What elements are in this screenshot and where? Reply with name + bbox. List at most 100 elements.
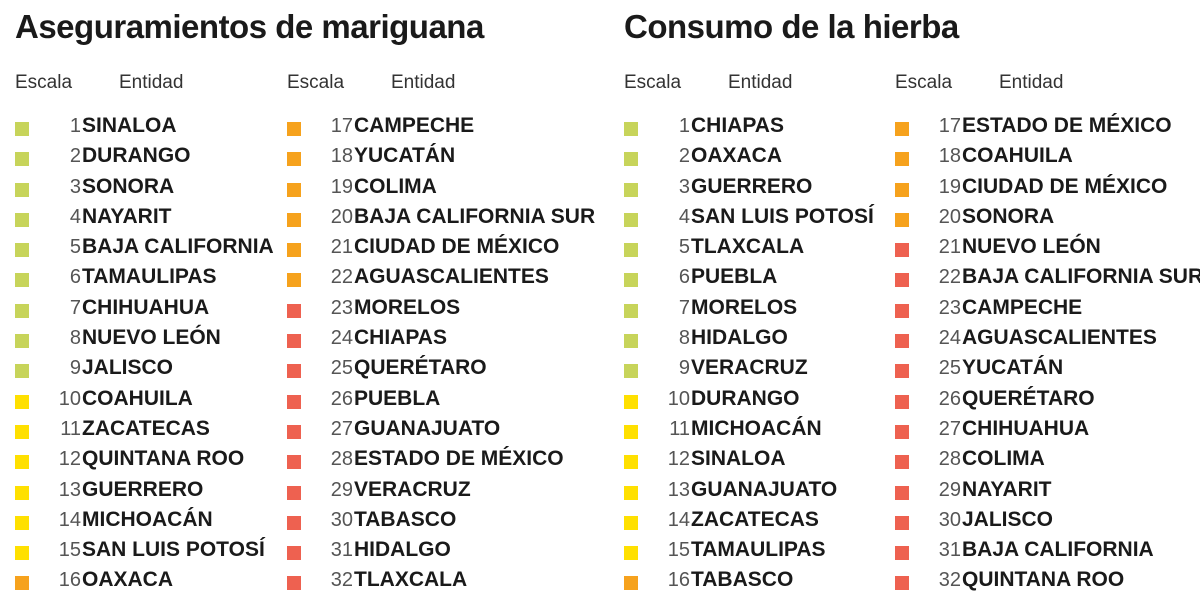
entity-name: BAJA CALIFORNIA	[962, 538, 1154, 562]
rank-number: 24	[938, 327, 961, 350]
list-item: 9 JALISCO	[15, 355, 315, 385]
entity-name: VERACRUZ	[354, 477, 471, 501]
scale-swatch	[895, 364, 909, 379]
rank-number: 28	[938, 448, 961, 471]
scale-swatch	[15, 334, 29, 349]
rank-number: 8	[69, 327, 81, 350]
entity-name: JALISCO	[962, 507, 1054, 531]
scale-swatch	[624, 424, 638, 439]
scale-swatch	[624, 364, 638, 379]
list-item: 2 OAXACA	[624, 143, 924, 173]
entity-name: AGUASCALIENTES	[354, 265, 549, 289]
scale-swatch	[624, 303, 638, 318]
rank-number: 15	[58, 539, 81, 562]
entity-name: COAHUILA	[962, 144, 1073, 168]
scale-swatch	[15, 273, 29, 288]
rank-number: 1	[678, 115, 690, 137]
entity-name: CHIHUAHUA	[962, 416, 1090, 440]
rank-number: 26	[938, 387, 961, 410]
list-item: 16 TABASCO	[624, 567, 924, 597]
rank-number: 6	[678, 266, 690, 289]
scale-swatch	[624, 576, 638, 591]
list-item: 26 PUEBLA	[287, 386, 587, 416]
list-item: 21 NUEVO LEÓN	[895, 234, 1195, 264]
list-item: 7 CHIHUAHUA	[15, 295, 315, 325]
list-item: 13 GUANAJUATO	[624, 477, 924, 507]
scale-swatch	[895, 273, 909, 288]
scale-swatch	[624, 122, 638, 136]
list-item: 3 GUERRERO	[624, 174, 924, 204]
entity-name: TLAXCALA	[691, 235, 805, 259]
scale-swatch	[624, 394, 638, 409]
rank-number: 17	[938, 115, 961, 137]
scale-swatch	[895, 334, 909, 349]
rank-number: 23	[330, 296, 353, 319]
scale-swatch	[895, 515, 909, 530]
entity-name: NUEVO LEÓN	[82, 326, 221, 350]
scale-swatch	[287, 273, 301, 288]
entity-name: GUERRERO	[82, 477, 204, 501]
entity-name: NAYARIT	[82, 204, 172, 228]
rank-number: 14	[667, 508, 690, 531]
entity-name: SONORA	[82, 174, 175, 198]
rank-number: 8	[678, 327, 690, 350]
list-item: 19 CIUDAD DE MÉXICO	[895, 174, 1195, 204]
scale-swatch	[15, 546, 29, 561]
scale-header: Escala	[287, 72, 345, 93]
list-item: 10 COAHUILA	[15, 386, 315, 416]
scale-swatch	[287, 394, 301, 409]
entity-name: QUERÉTARO	[354, 356, 487, 380]
scale-swatch	[287, 364, 301, 379]
rank-number: 28	[330, 448, 353, 471]
scale-swatch	[287, 122, 301, 136]
list-item: 27 GUANAJUATO	[287, 416, 587, 446]
list-item: 24 CHIAPAS	[287, 325, 587, 355]
entity-name: QUINTANA ROO	[82, 447, 245, 471]
entity-name: YUCATÁN	[354, 144, 456, 168]
list-item: 18 COAHUILA	[895, 143, 1195, 173]
list-item: 30 TABASCO	[287, 507, 587, 537]
list-item: 3 SONORA	[15, 174, 315, 204]
entity-name: BAJA CALIFORNIA SUR	[962, 265, 1200, 289]
scale-swatch	[287, 424, 301, 439]
list-item: 30 JALISCO	[895, 507, 1195, 537]
list-item: 15 TAMAULIPAS	[624, 537, 924, 567]
scale-swatch	[624, 485, 638, 500]
entity-name: QUINTANA ROO	[962, 568, 1125, 592]
rank-number: 22	[330, 266, 353, 289]
scale-swatch	[15, 424, 29, 439]
scale-swatch	[287, 485, 301, 500]
scale-swatch	[287, 243, 301, 258]
list-item: 11 ZACATECAS	[15, 416, 315, 446]
entity-name: COLIMA	[354, 174, 437, 198]
list-item: 28 ESTADO DE MÉXICO	[287, 446, 587, 476]
scale-header: Escala	[15, 72, 73, 93]
scale-swatch	[15, 152, 29, 167]
entity-name: ZACATECAS	[691, 507, 819, 531]
scale-swatch	[287, 546, 301, 561]
list-item: 31 BAJA CALIFORNIA	[895, 537, 1195, 567]
entity-name: HIDALGO	[354, 538, 451, 562]
entity-name: NAYARIT	[962, 477, 1052, 501]
rank-number: 3	[678, 175, 690, 198]
rank-number: 16	[58, 569, 81, 592]
entity-header: Entidad	[728, 72, 793, 93]
entity-name: AGUASCALIENTES	[962, 326, 1157, 350]
rank-number: 14	[58, 508, 81, 531]
list-item: 20 BAJA CALIFORNIA SUR	[287, 204, 595, 234]
rank-number: 7	[69, 296, 81, 319]
entity-name: CHIAPAS	[354, 326, 447, 350]
list-item: 28 COLIMA	[895, 446, 1195, 476]
list-item: 7 MORELOS	[624, 295, 924, 325]
list-item: 23 MORELOS	[287, 295, 587, 325]
rank-number: 3	[69, 175, 81, 198]
entity-header: Entidad	[119, 72, 184, 93]
list-item: 11 MICHOACÁN	[624, 416, 924, 446]
scale-swatch	[895, 212, 909, 227]
list-item: 27 CHIHUAHUA	[895, 416, 1195, 446]
list-item: 4 SAN LUIS POTOSÍ	[624, 204, 924, 234]
entity-name: TLAXCALA	[354, 568, 468, 592]
list-item: 10 DURANGO	[624, 386, 924, 416]
list-item: 15 SAN LUIS POTOSÍ	[15, 537, 315, 567]
scale-swatch	[15, 576, 29, 591]
